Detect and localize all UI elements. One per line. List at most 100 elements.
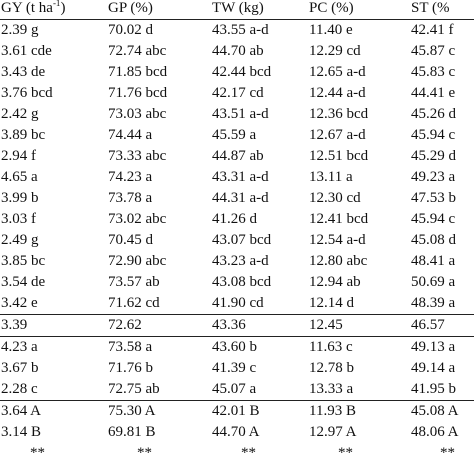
table-cell: 72.90 abc	[108, 253, 167, 269]
table-cell: 3.14 B	[1, 424, 42, 440]
table-cell: 12.67 a-d	[309, 127, 366, 143]
table-row: 3.03 f 73.02 abc 41.26 d 12.41 bcd 45.94 c	[0, 209, 474, 230]
table-cell: 45.83 c	[411, 64, 456, 80]
table-cell: 43.51 a-d	[212, 106, 269, 122]
table-cell: 11.93 B	[308, 400, 410, 422]
header-superscript: -1	[52, 0, 61, 8]
table-row: ** ** ** ** **	[0, 443, 474, 464]
table-cell: 3.85 bc	[1, 253, 46, 269]
table-cell: 12.41 bcd	[309, 211, 369, 227]
table-cell: 2.39 g	[1, 22, 39, 38]
table-cell: **	[440, 445, 455, 461]
table-cell: 12.65 a-d	[309, 64, 366, 80]
table-cell: 3.39	[0, 314, 107, 337]
table-cell: 42.17 cd	[212, 85, 264, 101]
table-row: 4.65 a 74.23 a 43.31 a-d 13.11 a 49.23 a	[0, 167, 474, 188]
table-cell: 45.87 c	[411, 43, 456, 59]
table-section: 4.23 a 73.58 a 43.60 b 11.63 c 49.13 a 3.67 b…	[0, 336, 474, 401]
table-cell: 50.69 a	[411, 274, 456, 290]
table-cell: 13.11 a	[309, 169, 353, 185]
table-cell: 44.31 a-d	[212, 190, 269, 206]
table-cell: 11.40 e	[309, 22, 353, 38]
table-cell: 74.23 a	[108, 169, 153, 185]
table-row: 3.99 b 73.78 a 44.31 a-d 12.30 cd 47.53 b	[0, 188, 474, 209]
table-section: 2.39 g 70.02 d 43.55 a-d 11.40 e 42.41 f 3.61…	[0, 20, 474, 315]
header-cell: GY (t ha-1)	[0, 0, 107, 20]
table-cell: 73.58 a	[107, 336, 211, 358]
table-cell: 43.31 a-d	[212, 169, 269, 185]
table-cell: 42.41 f	[411, 22, 454, 38]
table-cell: 2.28 c	[1, 381, 38, 397]
table-row: 2.49 g 70.45 d 43.07 bcd 12.54 a-d 45.08 d	[0, 230, 474, 251]
table-cell: 45.08 A	[410, 400, 474, 422]
table-cell: 2.49 g	[1, 232, 39, 248]
table-cell: 45.08 d	[411, 232, 456, 248]
table-row: 2.42 g 73.03 abc 43.51 a-d 12.36 bcd 45.26 d	[0, 104, 474, 125]
table-cell: 45.94 c	[411, 127, 456, 143]
table-row: 3.64 A 75.30 A 42.01 B 11.93 B 45.08 A	[0, 400, 474, 422]
table-cell: 45.59 a	[212, 127, 257, 143]
table-cell: 3.64 A	[0, 400, 107, 422]
table-cell: 43.55 a-d	[212, 22, 269, 38]
header-text: GP (%)	[108, 0, 153, 16]
table-cell: **	[137, 445, 152, 461]
table-cell: 41.95 b	[411, 381, 456, 397]
table-cell: 3.03 f	[1, 211, 36, 227]
table-cell: 73.02 abc	[108, 211, 167, 227]
table-row: 2.28 c 72.75 ab 45.07 a 13.33 a 41.95 b	[0, 379, 474, 401]
table-row: 3.67 b 71.76 b 41.39 c 12.78 b 49.14 a	[0, 358, 474, 379]
table-cell: 49.23 a	[411, 169, 456, 185]
header-cell: GP (%)	[107, 0, 211, 20]
table-section: 3.39 72.62 43.36 12.45 46.57	[0, 314, 474, 337]
table-cell: 71.76 bcd	[108, 85, 168, 101]
table-cell: 3.54 de	[1, 274, 46, 290]
table-cell: 43.36	[211, 314, 308, 337]
table-cell: 47.53 b	[411, 190, 456, 206]
table-cell: 73.03 abc	[108, 106, 167, 122]
table-cell: 48.41 a	[411, 253, 456, 269]
table-row: 3.43 de 71.85 bcd 42.44 bcd 12.65 a-d 45.83 …	[0, 62, 474, 83]
table-cell: 13.33 a	[309, 381, 354, 397]
table-cell: 44.70 A	[212, 424, 260, 440]
table-cell: 45.94 c	[411, 211, 456, 227]
table-cell: 71.85 bcd	[108, 64, 168, 80]
table-row: 3.85 bc 72.90 abc 43.23 a-d 12.80 abc 48.41 …	[0, 251, 474, 272]
table-cell: 12.94 ab	[309, 274, 361, 290]
table-cell: 12.97 A	[309, 424, 357, 440]
table-cell: 71.76 b	[108, 360, 153, 376]
table-row: 3.42 e 71.62 cd 41.90 cd 12.14 d 48.39 a	[0, 293, 474, 315]
table-cell: 3.99 b	[1, 190, 39, 206]
table-cell: 75.30 A	[107, 400, 211, 422]
table-cell: 2.94 f	[1, 148, 36, 164]
table-cell: 12.51 bcd	[309, 148, 369, 164]
table-cell: 12.36 bcd	[309, 106, 369, 122]
header-text: ST (%	[411, 0, 450, 16]
header-text: GY (t ha	[1, 0, 53, 16]
table-cell: 3.43 de	[1, 64, 46, 80]
table-cell: 45.07 a	[212, 381, 257, 397]
table-row: 4.23 a 73.58 a 43.60 b 11.63 c 49.13 a	[0, 336, 474, 358]
header-row: GY (t ha-1) GP (%) TW (kg) PC (%) ST (%	[0, 0, 474, 20]
table-section: 3.64 A 75.30 A 42.01 B 11.93 B 45.08 A 3.14 B…	[0, 400, 474, 465]
table-row: 3.14 B 69.81 B 44.70 A 12.97 A 48.06 A	[0, 422, 474, 443]
table-cell: 72.62	[107, 314, 211, 337]
table-cell: 41.26 d	[212, 211, 257, 227]
table-cell: 44.87 ab	[212, 148, 264, 164]
table-cell: 3.61 cde	[1, 43, 52, 59]
table-cell: 49.14 a	[411, 360, 456, 376]
table-cell: 4.65 a	[1, 169, 38, 185]
table-header: GY (t ha-1) GP (%) TW (kg) PC (%) ST (%	[0, 0, 474, 20]
table-row: 3.54 de 73.57 ab 43.08 bcd 12.94 ab 50.69 a	[0, 272, 474, 293]
table-cell: 3.42 e	[1, 295, 38, 311]
table-cell: 12.45	[308, 314, 410, 337]
table-cell: 42.01 B	[211, 400, 308, 422]
table-row: 2.39 g 70.02 d 43.55 a-d 11.40 e 42.41 f	[0, 20, 474, 42]
table-cell: 12.80 abc	[309, 253, 368, 269]
table-cell: **	[241, 445, 256, 461]
table-cell: 43.07 bcd	[212, 232, 272, 248]
table-cell: **	[30, 445, 45, 461]
table-cell: 43.23 a-d	[212, 253, 269, 269]
table-row: 3.89 bc 74.44 a 45.59 a 12.67 a-d 45.94 c	[0, 125, 474, 146]
table-cell: 12.44 a-d	[309, 85, 366, 101]
